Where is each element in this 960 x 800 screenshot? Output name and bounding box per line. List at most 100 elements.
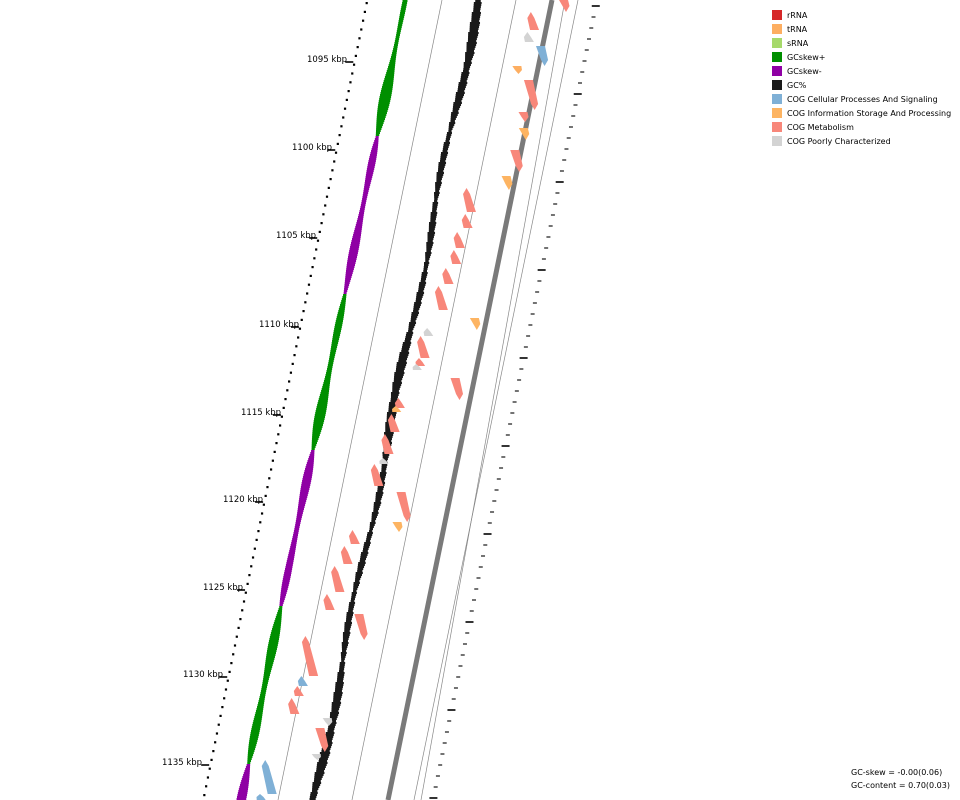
- gc-skew-positive-bar: [311, 438, 319, 440]
- gc-bar: [331, 702, 342, 704]
- gc-bar: [344, 628, 351, 630]
- gc-skew-negative-bar: [282, 578, 291, 580]
- gc-skew-positive-bar: [268, 642, 279, 644]
- gc-bar: [337, 676, 344, 678]
- gc-skew-negative-bar: [359, 210, 365, 212]
- gc-skew-positive-bar: [331, 344, 338, 346]
- gc-bar: [468, 34, 479, 36]
- gc-skew-negative-bar: [357, 216, 364, 218]
- gc-bar: [310, 794, 318, 796]
- gc-bar: [473, 10, 481, 12]
- gc-skew-negative-bar: [289, 550, 296, 552]
- gc-bar: [440, 154, 448, 156]
- gc-bar: [445, 140, 450, 142]
- gc-bar: [471, 16, 481, 18]
- gc-skew-negative-bar: [284, 572, 292, 574]
- gc-skew-positive-bar: [340, 304, 346, 306]
- gc-skew-positive-bar: [379, 94, 392, 96]
- gc-skew-negative-bar: [280, 594, 287, 596]
- axis-minor-tick: [214, 741, 217, 744]
- gc-bar: [348, 606, 354, 608]
- cog-feature-arrow: [322, 718, 333, 726]
- gc-skew-positive-bar: [397, 24, 403, 26]
- gc-skew-negative-bar: [348, 256, 358, 258]
- axis-minor-tick: [349, 81, 352, 84]
- axis-minor-tick: [275, 442, 278, 445]
- gc-skew-positive-bar: [399, 14, 405, 16]
- axis-minor-tick: [327, 186, 330, 189]
- gc-bar: [405, 338, 412, 340]
- gc-skew-positive-bar: [264, 670, 272, 672]
- gc-bar: [363, 546, 370, 548]
- legend-item-srna: sRNA: [772, 36, 951, 50]
- axis-label-1120: 1120 kbp: [223, 495, 263, 505]
- gc-skew-positive-bar: [314, 414, 326, 416]
- gc-bar: [369, 526, 374, 528]
- gc-bar: [401, 350, 409, 352]
- gc-skew-negative-bar: [359, 212, 365, 214]
- gc-bar: [435, 188, 440, 190]
- gc-bar: [395, 368, 405, 370]
- cog-feature-arrow: [415, 358, 426, 366]
- gc-bar: [379, 480, 385, 482]
- gc-skew-positive-bar: [331, 342, 339, 344]
- gc-skew-negative-bar: [302, 478, 312, 480]
- gc-bar: [434, 200, 438, 202]
- gc-bar: [379, 478, 385, 480]
- gc-skew-negative-bar: [279, 600, 285, 602]
- gc-bar: [346, 618, 352, 620]
- gc-skew-positive-bar: [326, 372, 332, 374]
- gc-bar: [373, 510, 379, 512]
- axis-minor-tick: [329, 178, 332, 181]
- gc-bar: [348, 610, 353, 612]
- gc-bar: [473, 2, 482, 4]
- gc-skew-negative-bar: [280, 598, 285, 600]
- gc-skew-negative-bar: [305, 466, 314, 468]
- gc-bar: [421, 272, 428, 274]
- gc-bar: [475, 0, 481, 2]
- gc-bar: [369, 522, 376, 524]
- gc-bar: [434, 192, 440, 194]
- gc-bar: [322, 742, 333, 744]
- axis-minor-tick: [228, 670, 231, 673]
- gc-bar: [446, 132, 452, 134]
- axis-minor-tick: [340, 125, 343, 128]
- gc-bar: [421, 274, 428, 276]
- gc-skew-positive-bar: [396, 34, 400, 36]
- gc-skew-positive-bar: [334, 324, 343, 326]
- gc-skew-positive-bar: [331, 346, 338, 348]
- gc-bar: [382, 458, 388, 460]
- axis-label-1135: 1135 kbp: [162, 758, 202, 768]
- cog-feature-arrow: [463, 188, 476, 212]
- gc-skew-positive-bar: [342, 296, 347, 298]
- gc-skew-negative-bar: [365, 174, 373, 176]
- gc-bar: [465, 52, 475, 54]
- gc-bar: [373, 504, 381, 506]
- gc-skew-positive-bar: [377, 108, 389, 110]
- gc-skew-positive-bar: [319, 394, 329, 396]
- gc-skew-positive-bar: [336, 318, 344, 320]
- axis-minor-tick: [360, 28, 363, 31]
- legend-swatch: [772, 24, 782, 34]
- gc-skew-positive-bar: [329, 356, 335, 358]
- gc-bar: [443, 142, 450, 144]
- gc-skew-negative-bar: [295, 524, 301, 526]
- gc-skew-positive-bar: [388, 66, 395, 68]
- axis-minor-tick: [205, 785, 208, 788]
- gc-skew-positive-bar: [249, 738, 258, 740]
- legend-label: COG Information Storage And Processing: [787, 108, 952, 118]
- gc-bar: [415, 300, 422, 302]
- gc-skew-negative-bar: [354, 228, 362, 230]
- gc-skew-negative-bar: [370, 152, 378, 154]
- gc-bar: [369, 528, 373, 530]
- gc-bar: [458, 86, 466, 88]
- gc-skew-positive-bar: [325, 374, 332, 376]
- gc-bar: [428, 224, 436, 226]
- gc-skew-positive-bar: [384, 76, 394, 78]
- gc-bar: [465, 58, 473, 60]
- gc-skew-negative-bar: [362, 196, 368, 198]
- gc-skew-negative-bar: [360, 206, 366, 208]
- gc-bar: [312, 782, 322, 784]
- gc-skew-positive-bar: [259, 698, 265, 700]
- gc-bar: [473, 4, 482, 6]
